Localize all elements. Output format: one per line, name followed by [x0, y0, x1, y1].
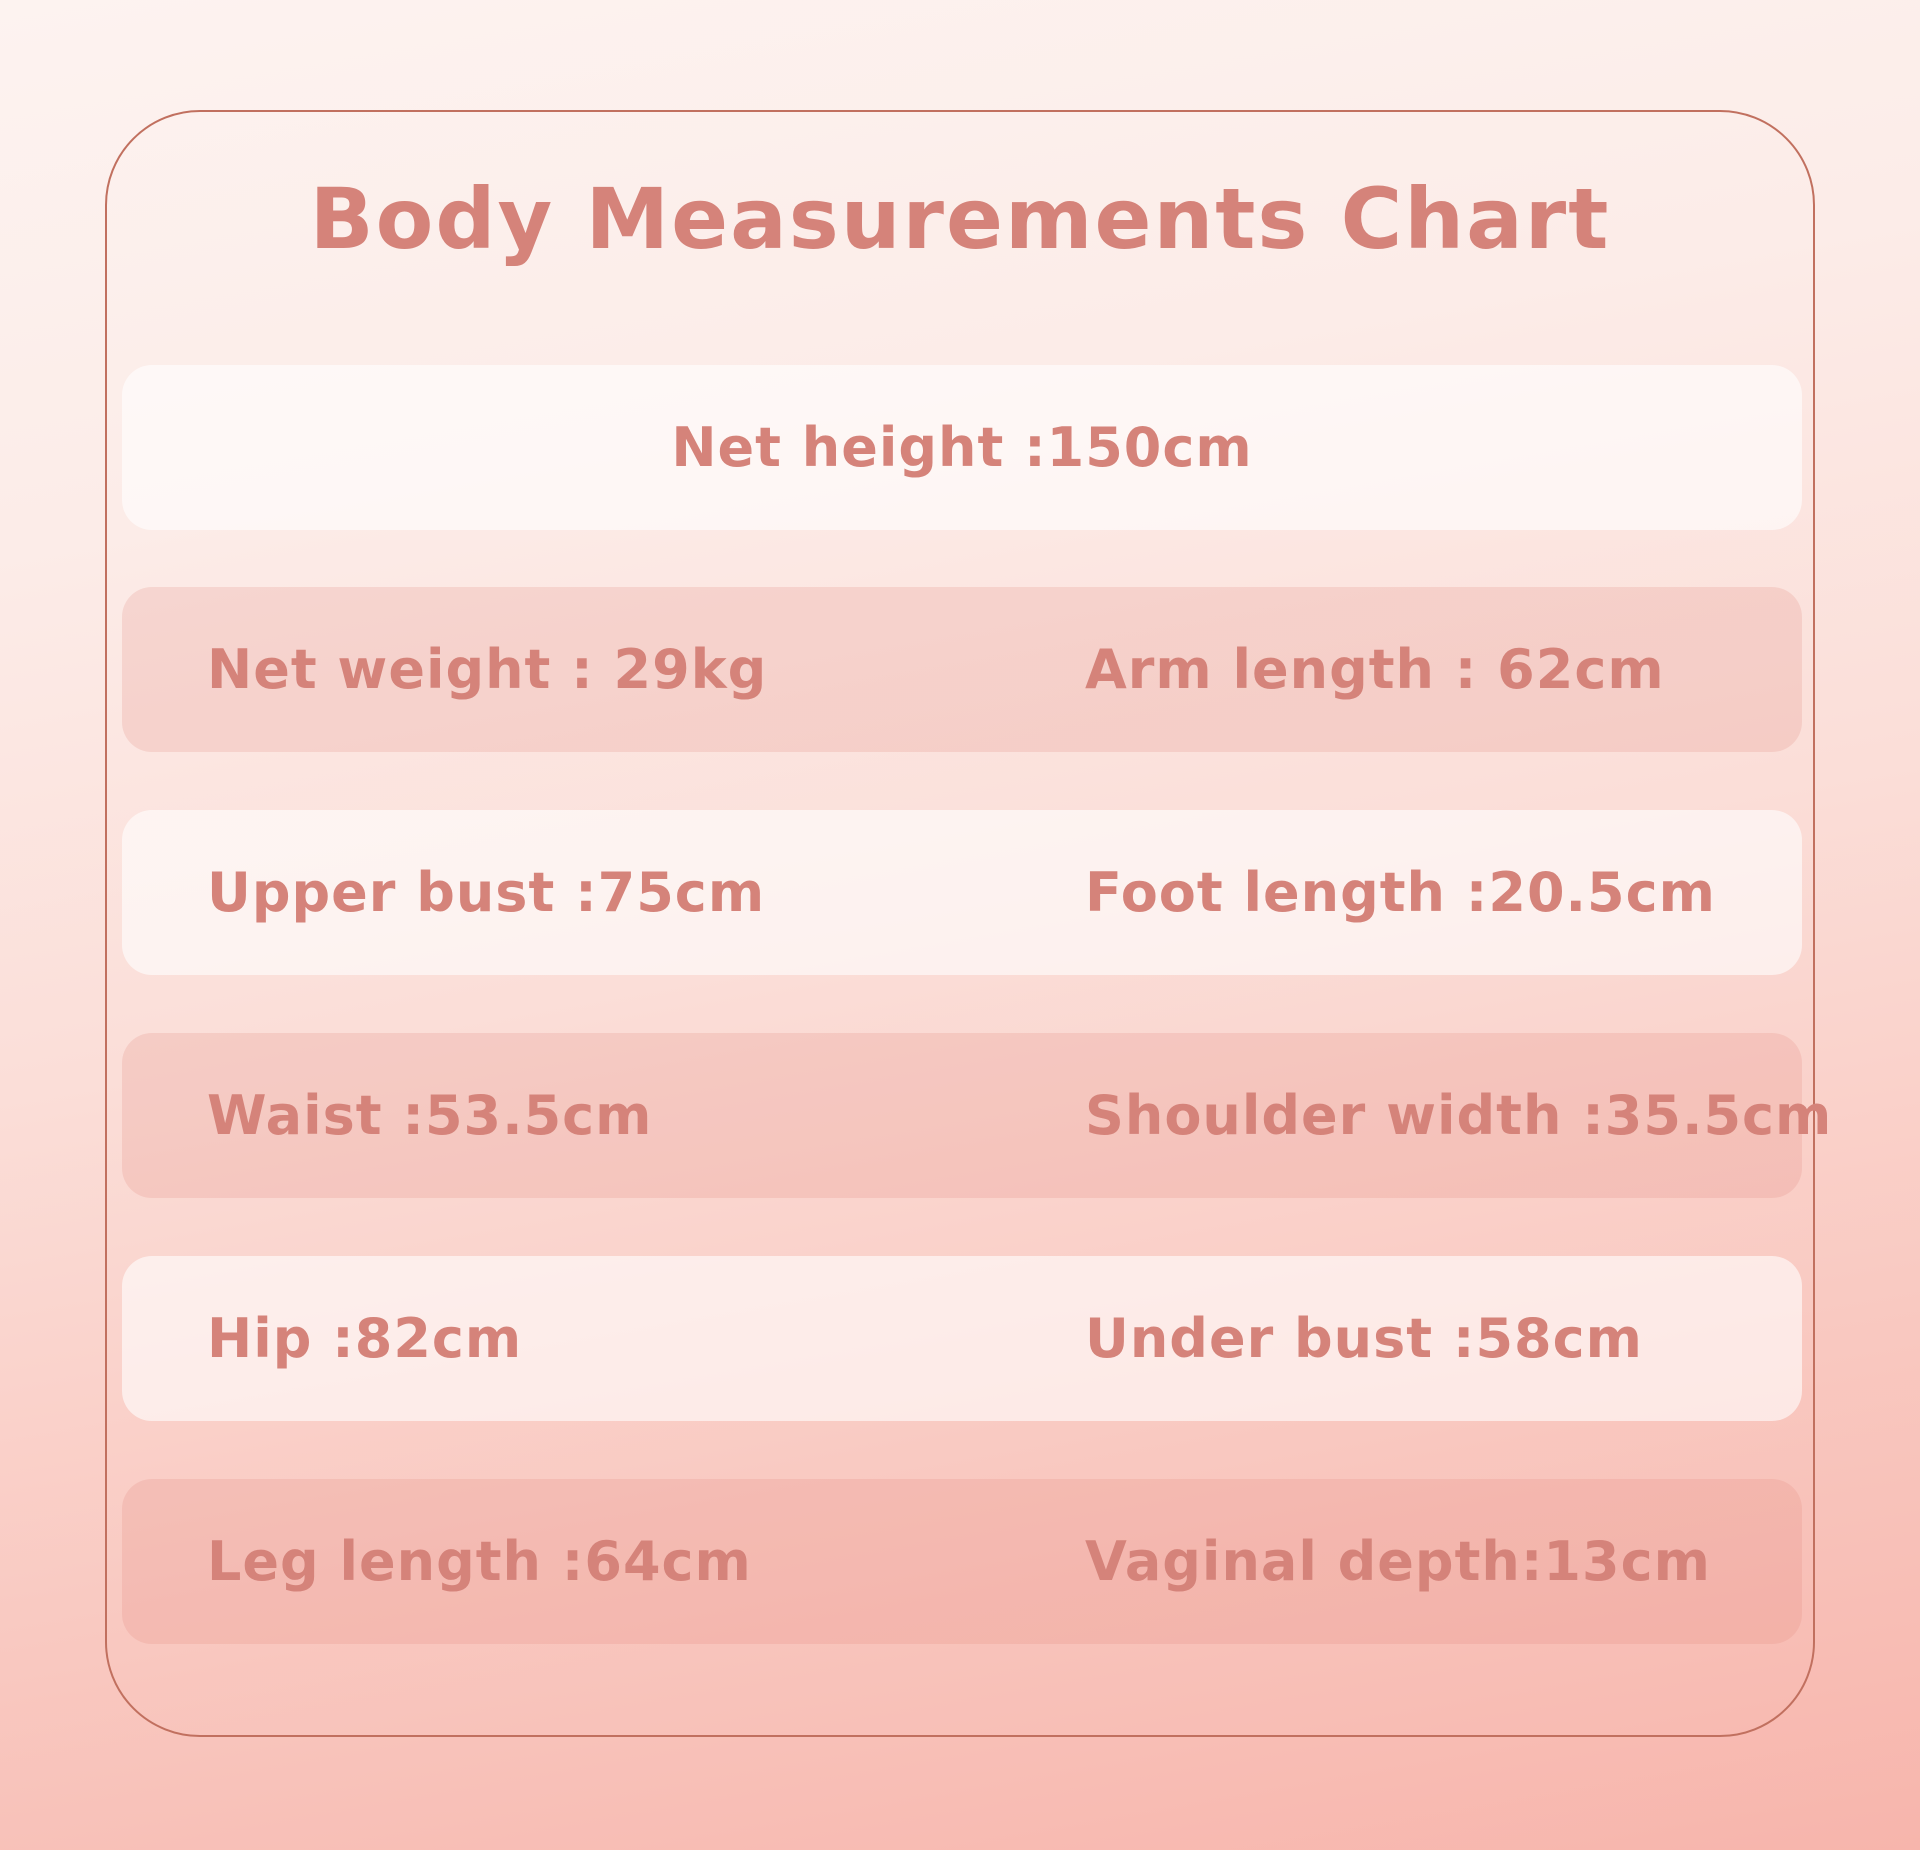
measurement-row: Net height :150cm	[122, 365, 1802, 530]
net-weight-value: Net weight : 29kg	[207, 638, 768, 701]
net-height-value: Net height :150cm	[671, 416, 1253, 479]
waist-value: Waist :53.5cm	[207, 1084, 653, 1147]
measurement-row: Upper bust :75cm Foot length :20.5cm	[122, 810, 1802, 975]
measurement-row: Net weight : 29kg Arm length : 62cm	[122, 587, 1802, 752]
arm-length-value: Arm length : 62cm	[1085, 638, 1665, 701]
page-title: Body Measurements Chart	[309, 170, 1611, 268]
foot-length-value: Foot length :20.5cm	[1085, 861, 1716, 924]
upper-bust-value: Upper bust :75cm	[207, 861, 766, 924]
measurement-row: Waist :53.5cm Shoulder width :35.5cm	[122, 1033, 1831, 1198]
measurement-row: Leg length :64cm Vaginal depth:13cm	[122, 1479, 1802, 1644]
vaginal-depth-value: Vaginal depth:13cm	[1085, 1530, 1711, 1593]
hip-value: Hip :82cm	[207, 1307, 523, 1370]
under-bust-value: Under bust :58cm	[1085, 1307, 1643, 1370]
measurement-row: Hip :82cm Under bust :58cm	[122, 1256, 1802, 1421]
measurements-card: Body Measurements Chart Net height :150c…	[105, 110, 1831, 1737]
shoulder-width-value: Shoulder width :35.5cm	[1085, 1084, 1833, 1147]
leg-length-value: Leg length :64cm	[207, 1530, 752, 1593]
